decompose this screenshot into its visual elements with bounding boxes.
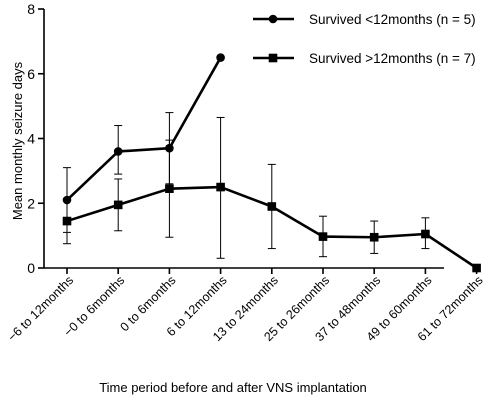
data-point-series-1 [216,53,225,62]
y-tick-label: 4 [27,131,35,147]
data-point-series-2 [113,200,123,210]
data-point-series-2 [216,182,225,192]
y-tick-label: 2 [27,195,35,211]
data-point-series-2 [165,184,174,193]
y-tick-label: 0 [27,260,35,276]
legend-label-2: Survived >12months (n = 7) [309,51,476,66]
data-point-series-2 [318,232,328,241]
data-point-series-2 [62,216,72,226]
data-point-series-1 [165,143,174,153]
series-markers [62,53,481,273]
y-tick-label: 8 [27,1,35,17]
y-axis-label: Mean monthly seizure days [10,61,25,220]
data-point-series-2 [369,232,379,242]
data-point-series-1 [113,147,123,156]
data-point-series-2 [472,263,481,273]
y-tick-label: 6 [27,66,35,82]
legend-marker-2 [268,53,278,63]
legend-label-1: Survived <12months (n = 5) [309,12,476,27]
data-point-series-2 [267,202,277,211]
x-axis-label: Time period before and after VNS implant… [99,380,367,395]
series-line-1 [66,56,222,201]
legend: Survived <12months (n = 5) Survived >12mo… [253,12,476,66]
legend-marker-1 [268,14,278,24]
data-point-series-2 [421,229,430,239]
data-point-series-1 [62,195,72,205]
